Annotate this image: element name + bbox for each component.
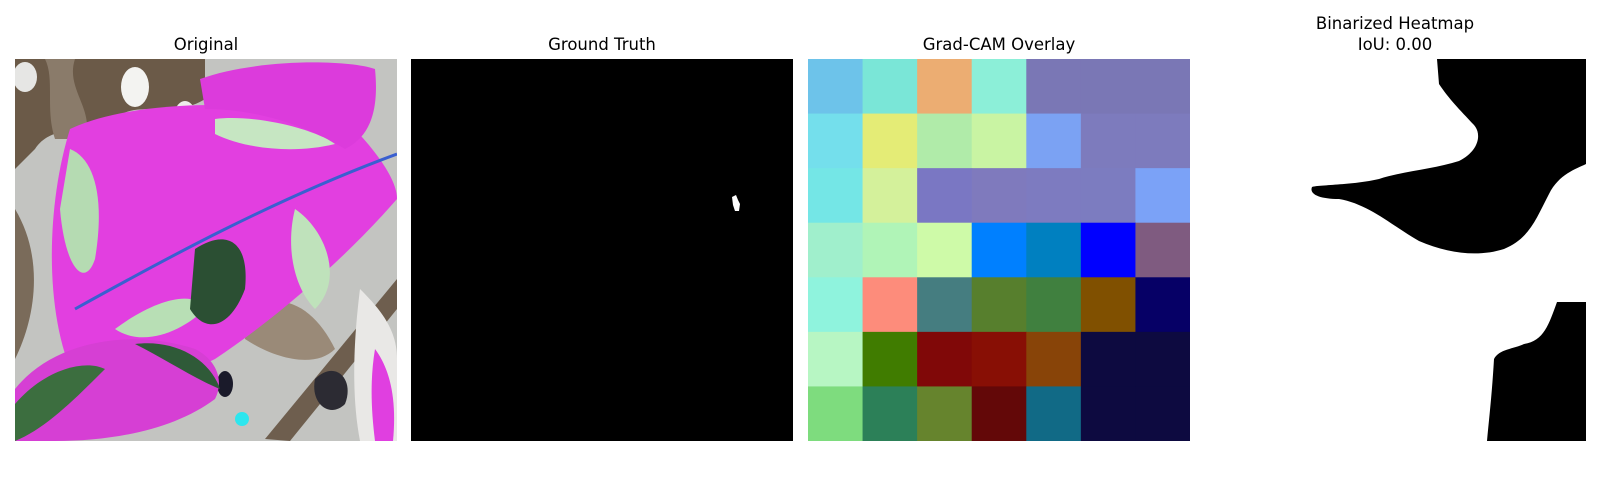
binarized-heatmap [1204,59,1586,441]
gradcam-cell [862,222,918,278]
gradcam-cell [1135,113,1190,169]
gradcam-cell [1135,222,1190,278]
gradcam-grid [808,59,1190,441]
gradcam-cell [1135,331,1190,387]
gradcam-cell [1080,331,1136,387]
gradcam-cell [1080,277,1136,333]
gradcam-overlay-title: Grad-CAM Overlay [922,35,1076,54]
binarized-heatmap-title: Binarized Heatmap [1315,14,1475,33]
gradcam-cell [1080,59,1136,115]
gradcam-cell [862,113,918,169]
gradcam-cell [917,277,973,333]
gradcam-cell [917,168,973,224]
gradcam-cell [1026,277,1082,333]
gradcam-cell [1080,168,1136,224]
ground-truth-title: Ground Truth [548,35,656,54]
gradcam-cell [1135,59,1190,115]
gradcam-cell [917,113,973,169]
gradcam-cell [1135,386,1190,441]
gradcam-cell [808,222,864,278]
gradcam-cell [917,331,973,387]
gradcam-cell [971,222,1027,278]
gradcam-cell [917,386,973,441]
gradcam-cell [862,59,918,115]
gradcam-cell [1080,222,1136,278]
gradcam-cell [917,222,973,278]
gradcam-cell [971,113,1027,169]
gradcam-cell [862,168,918,224]
gradcam-cell [971,59,1027,115]
gradcam-cell [1026,168,1082,224]
gradcam-cell [808,331,864,387]
original-image [15,59,397,441]
gradcam-cell [862,277,918,333]
gradcam-cell [1135,277,1190,333]
original-title: Original [173,35,239,54]
gradcam-cell [808,59,864,115]
gradcam-cell [1026,386,1082,441]
gradcam-cell [971,168,1027,224]
iou-label: IoU: 0.00 [1357,35,1433,54]
gradcam-cell [862,386,918,441]
gradcam-cell [917,59,973,115]
gradcam-cell [1026,59,1082,115]
ground-truth-mask [411,59,793,441]
gradcam-cell [971,277,1027,333]
gradcam-cell [1135,168,1190,224]
gradcam-cell [808,386,864,441]
gradcam-cell [808,168,864,224]
gradcam-cell [1080,386,1136,441]
gradcam-cell [808,277,864,333]
gradcam-overlay [808,59,1190,441]
gradcam-cell [1026,331,1082,387]
gradcam-cell [971,386,1027,441]
gradcam-cell [1026,113,1082,169]
gradcam-cell [971,331,1027,387]
gradcam-cell [862,331,918,387]
gradcam-cell [1026,222,1082,278]
gradcam-cell [808,113,864,169]
gradcam-cell [1080,113,1136,169]
